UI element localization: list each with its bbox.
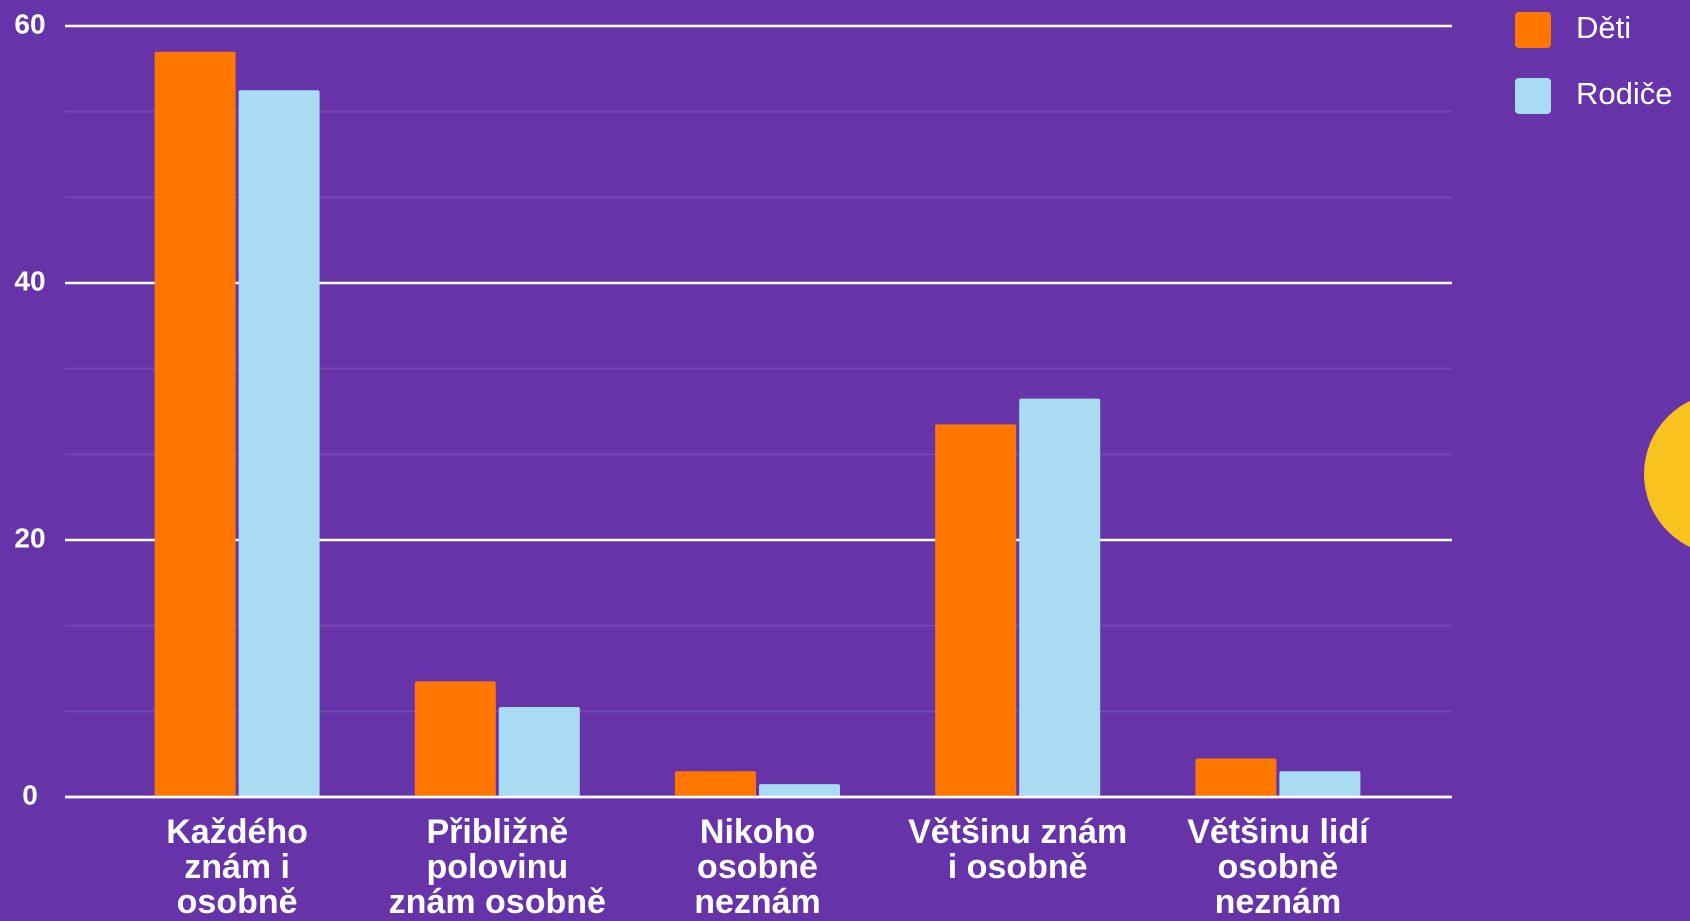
y-tick-label: 60: [14, 8, 45, 39]
x-tick-label: Nikoho osobně neznám: [694, 813, 821, 921]
x-tick-label: Většinu znám i osobně: [908, 813, 1128, 886]
legend-label: Děti: [1576, 10, 1631, 45]
legend-swatch: [1515, 78, 1551, 114]
y-tick-label: 40: [14, 265, 45, 296]
legend-swatch: [1515, 12, 1551, 48]
bar: [1195, 758, 1277, 797]
legend-label: Rodiče: [1576, 76, 1673, 111]
bar: [154, 51, 236, 797]
bar: [1279, 771, 1361, 797]
decoration-circle: [1644, 400, 1690, 548]
bar: [1019, 398, 1101, 797]
bar: [935, 424, 1017, 797]
bar: [759, 784, 840, 797]
x-tick-label: Přibližně polovinu znám osobně: [388, 813, 606, 921]
bar: [675, 771, 756, 797]
x-tick-label: Každého znám i osobně: [166, 813, 308, 921]
bar: [498, 707, 580, 797]
x-tick-label: Většinu lidí osobně neznám: [1187, 813, 1369, 921]
y-tick-label: 0: [22, 779, 38, 810]
y-tick-label: 20: [14, 522, 45, 553]
bar: [414, 681, 496, 797]
bar: [238, 90, 320, 797]
